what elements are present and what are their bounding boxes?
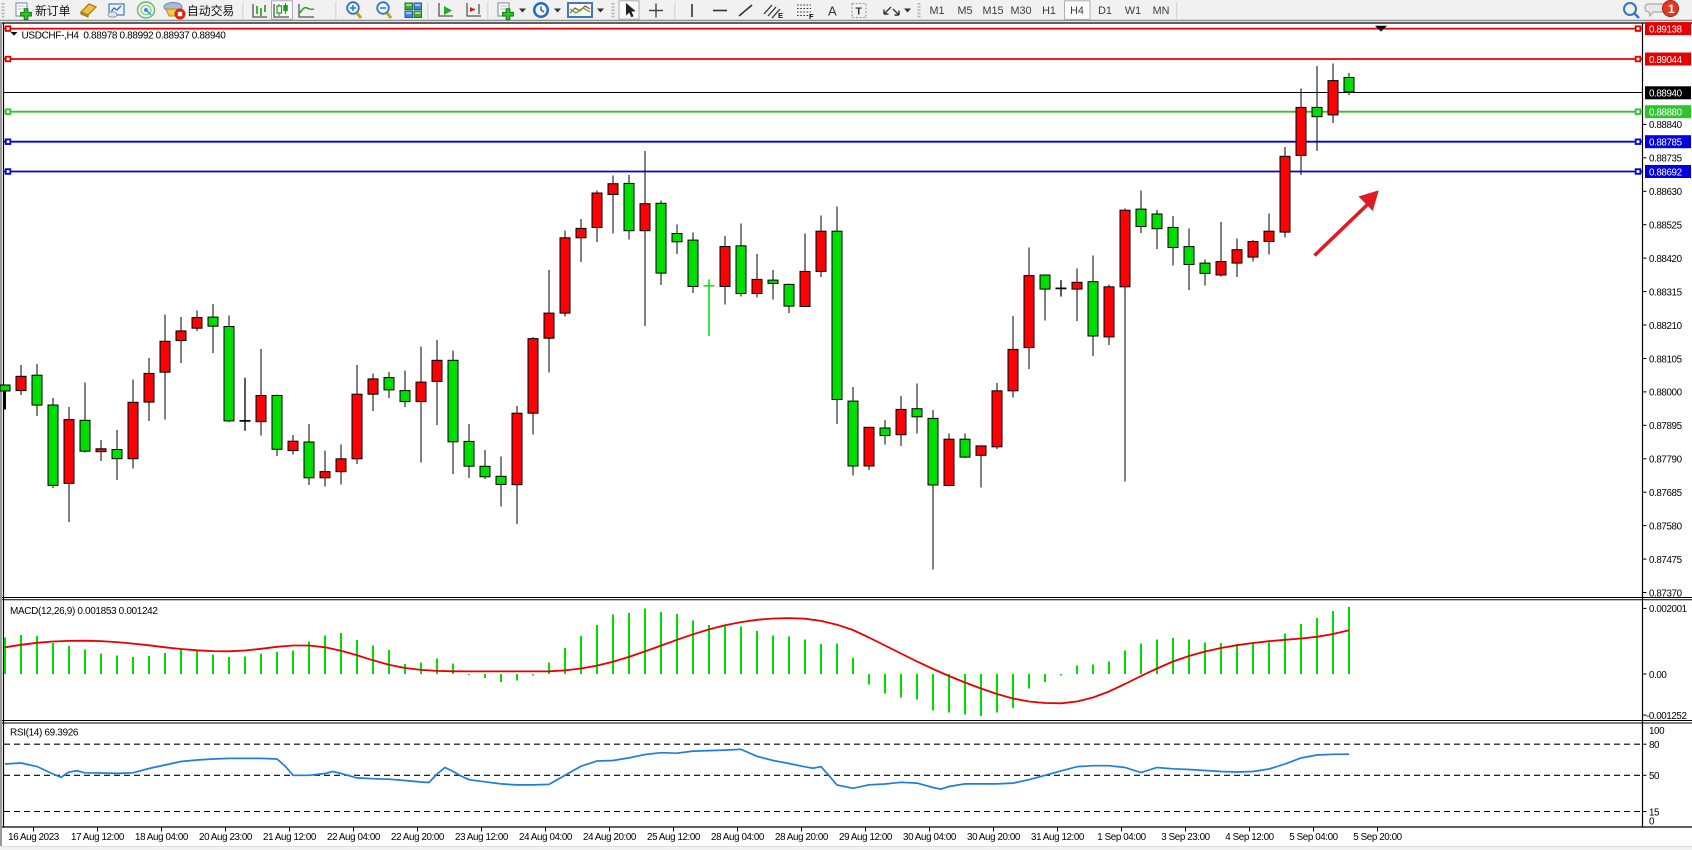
svg-text:0.88315: 0.88315 [1649,287,1683,298]
svg-text:D1: D1 [1098,5,1112,17]
svg-text:0.88630: 0.88630 [1649,187,1683,198]
svg-text:USDCHF-,H4 0.88978 0.88992 0.: USDCHF-,H4 0.88978 0.88992 0.88937 0.889… [22,31,227,42]
svg-text:0.88692: 0.88692 [1649,167,1682,178]
svg-text:H1: H1 [1042,5,1056,17]
svg-text:22 Aug 04:00: 22 Aug 04:00 [327,832,381,843]
svg-text:0.87685: 0.87685 [1649,488,1683,499]
svg-text:MACD(12,26,9) 0.001853 0.00124: MACD(12,26,9) 0.001853 0.001242 [10,606,158,617]
svg-text:100: 100 [1649,726,1665,737]
svg-text:80: 80 [1649,740,1660,751]
svg-text:5 Sep 04:00: 5 Sep 04:00 [1289,832,1338,843]
svg-text:M5: M5 [958,5,973,17]
svg-text:16 Aug 2023: 16 Aug 2023 [8,832,60,843]
svg-text:30 Aug 04:00: 30 Aug 04:00 [903,832,957,843]
svg-text:0.89044: 0.89044 [1649,55,1683,66]
svg-text:31 Aug 12:00: 31 Aug 12:00 [1031,832,1085,843]
svg-text:自动交易: 自动交易 [187,4,234,18]
svg-text:M30: M30 [1010,5,1031,17]
svg-text:0.88210: 0.88210 [1649,321,1683,332]
svg-text:25 Aug 12:00: 25 Aug 12:00 [647,832,701,843]
svg-text:0.88840: 0.88840 [1649,120,1683,131]
svg-text:T: T [856,6,863,18]
svg-text:24 Aug 04:00: 24 Aug 04:00 [519,832,573,843]
svg-text:0.88785: 0.88785 [1649,138,1683,149]
svg-text:5 Sep 20:00: 5 Sep 20:00 [1353,832,1402,843]
svg-text:0.88420: 0.88420 [1649,254,1683,265]
svg-text:0.87370: 0.87370 [1649,588,1683,599]
svg-text:0.88880: 0.88880 [1649,108,1683,119]
svg-text:0.002001: 0.002001 [1649,604,1687,615]
svg-text:20 Aug 23:00: 20 Aug 23:00 [199,832,253,843]
svg-text:28 Aug 04:00: 28 Aug 04:00 [711,832,765,843]
svg-text:0.88525: 0.88525 [1649,221,1683,232]
svg-text:H4: H4 [1070,5,1084,17]
svg-text:17 Aug 12:00: 17 Aug 12:00 [71,832,125,843]
svg-text:F: F [809,12,814,21]
svg-text:-0.001252: -0.001252 [1646,711,1687,722]
svg-text:0.88940: 0.88940 [1649,88,1683,99]
svg-text:1: 1 [1668,2,1675,16]
svg-text:22 Aug 20:00: 22 Aug 20:00 [391,832,445,843]
svg-text:0.89138: 0.89138 [1649,24,1683,35]
svg-text:A: A [828,4,837,19]
svg-text:M1: M1 [930,5,945,17]
svg-text:18 Aug 04:00: 18 Aug 04:00 [135,832,189,843]
svg-text:RSI(14) 69.3926: RSI(14) 69.3926 [10,728,79,739]
svg-text:0: 0 [1649,816,1655,827]
svg-text:30 Aug 20:00: 30 Aug 20:00 [967,832,1021,843]
svg-text:MN: MN [1153,5,1170,17]
svg-text:21 Aug 12:00: 21 Aug 12:00 [263,832,317,843]
svg-text:29 Aug 12:00: 29 Aug 12:00 [839,832,893,843]
svg-text:4 Sep 12:00: 4 Sep 12:00 [1225,832,1274,843]
svg-text:24 Aug 20:00: 24 Aug 20:00 [583,832,637,843]
svg-text:W1: W1 [1125,5,1141,17]
svg-text:0.87895: 0.87895 [1649,421,1683,432]
svg-text:0.88735: 0.88735 [1649,154,1683,165]
svg-text:0.87790: 0.87790 [1649,455,1683,466]
svg-text:28 Aug 20:00: 28 Aug 20:00 [775,832,829,843]
svg-text:0.87475: 0.87475 [1649,555,1683,566]
svg-text:0.88000: 0.88000 [1649,388,1683,399]
svg-text:15: 15 [1649,807,1660,818]
svg-text:0.00: 0.00 [1649,670,1667,681]
svg-text:M15: M15 [982,5,1003,17]
svg-text:23 Aug 12:00: 23 Aug 12:00 [455,832,509,843]
svg-text:0.87580: 0.87580 [1649,521,1683,532]
svg-text:0.88105: 0.88105 [1649,354,1683,365]
svg-text:新订单: 新订单 [35,4,71,18]
svg-text:1 Sep 04:00: 1 Sep 04:00 [1097,832,1146,843]
svg-text:50: 50 [1649,771,1660,782]
svg-text:E: E [778,11,783,20]
svg-text:3 Sep 23:00: 3 Sep 23:00 [1161,832,1210,843]
